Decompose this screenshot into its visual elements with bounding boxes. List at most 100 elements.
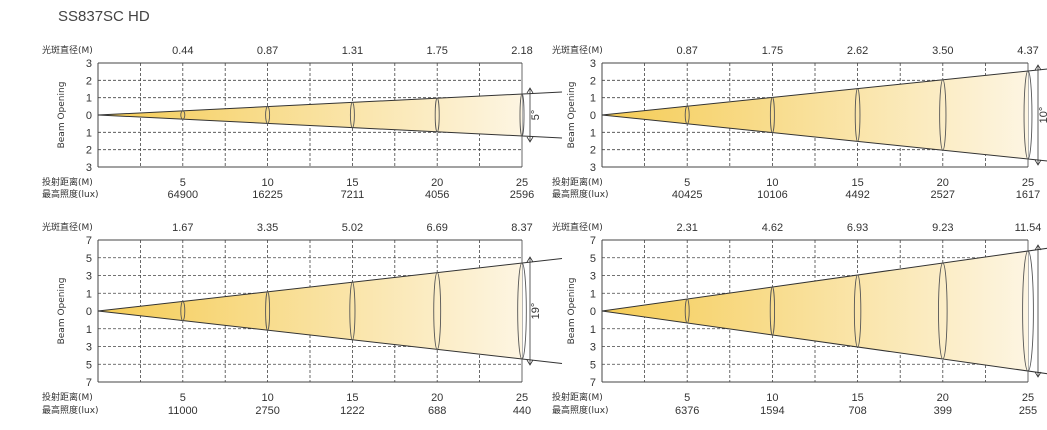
y-tick-label: 5 [590, 359, 596, 371]
distance-value: 5 [684, 392, 690, 404]
diameter-value: 2.18 [511, 45, 532, 57]
beam-edge-top [601, 247, 1047, 312]
beam-cross-section [1023, 70, 1033, 160]
distance-value: 15 [851, 177, 863, 189]
illuminance-value: 688 [428, 405, 446, 417]
y-tick-label: 0 [86, 110, 92, 122]
illuminance-label: 最高照度(lux) [42, 404, 99, 416]
y-tick-label: 3 [86, 162, 92, 174]
diameter-value: 3.50 [932, 45, 953, 57]
illuminance-value: 440 [513, 405, 531, 417]
beam-cross-section [434, 97, 440, 133]
illuminance-value: 399 [934, 405, 952, 417]
beam-cross-section [939, 79, 947, 151]
beam-cross-section [769, 96, 775, 134]
diameter-value: 3.35 [257, 222, 278, 234]
beam-edge-bottom [601, 310, 1047, 375]
beam-edge-bottom [97, 114, 563, 139]
y-tick-label: 2 [590, 75, 596, 87]
distance-value: 5 [180, 177, 186, 189]
illuminance-value: 1222 [340, 405, 364, 417]
distance-value: 20 [937, 392, 949, 404]
beam-cross-section [684, 298, 690, 324]
diameter-value: 8.37 [511, 222, 532, 234]
beam-edge-bottom [97, 310, 563, 365]
beam-cross-section [769, 286, 776, 336]
diameter-value: 1.75 [426, 45, 447, 57]
distance-value: 15 [346, 392, 358, 404]
beam-edge-top [97, 257, 563, 312]
diameter-label: 光斑直径(M) [42, 44, 93, 56]
distance-value: 5 [684, 177, 690, 189]
illuminance-value: 6376 [675, 405, 699, 417]
y-tick-label: 1 [86, 324, 92, 336]
y-tick-label: 2 [590, 145, 596, 157]
beam-cross-section [853, 274, 862, 348]
illuminance-label: 最高照度(lux) [42, 188, 99, 200]
beam-cross-section [433, 272, 442, 350]
y-tick-label: 1 [86, 288, 92, 300]
y-tick-label: 3 [86, 58, 92, 70]
diameter-label: 光斑直径(M) [552, 44, 603, 56]
beam-edge-bottom [601, 114, 1047, 162]
beam-fill [602, 71, 1028, 159]
page-title: SS837SC HD [58, 8, 150, 25]
distance-value: 20 [431, 177, 443, 189]
distance-value: 25 [516, 392, 528, 404]
distance-value: 10 [766, 177, 778, 189]
beam-cross-section [265, 106, 271, 124]
beam-fill [98, 94, 522, 136]
beam-chart-5deg: 光斑直径(M)投射距离(M)最高照度(lux)Beam Opening32101… [42, 44, 563, 201]
illuminance-value: 4492 [845, 189, 869, 201]
illuminance-value: 64900 [168, 189, 199, 201]
diameter-value: 1.67 [172, 222, 193, 234]
diameter-value: 1.75 [762, 45, 783, 57]
distance-value: 20 [431, 392, 443, 404]
y-tick-label: 1 [86, 127, 92, 139]
y-tick-label: 1 [590, 324, 596, 336]
y-tick-label: 1 [590, 288, 596, 300]
beam-cross-section [349, 101, 355, 129]
y-tick-label: 7 [590, 235, 596, 247]
distance-value: 20 [937, 177, 949, 189]
angle-arrowhead-bottom [526, 359, 534, 366]
diameter-value: 5.02 [342, 222, 363, 234]
beam-edge-top [97, 91, 563, 116]
y-axis-label: Beam Opening [57, 278, 67, 345]
distance-value: 25 [516, 177, 528, 189]
illuminance-value: 2527 [931, 189, 955, 201]
angle-arrowhead-top [526, 87, 534, 94]
beam-chart-19deg: 光斑直径(M)投射距离(M)最高照度(lux)Beam Opening75310… [42, 221, 563, 417]
illuminance-value: 10106 [757, 189, 788, 201]
y-tick-label: 7 [590, 377, 596, 389]
y-tick-label: 5 [86, 253, 92, 265]
y-tick-label: 3 [590, 58, 596, 70]
diameter-value: 11.54 [1015, 222, 1042, 234]
illuminance-value: 2596 [510, 189, 534, 201]
y-tick-label: 1 [86, 93, 92, 105]
diameter-value: 4.62 [762, 222, 783, 234]
beam-cross-section [349, 281, 356, 341]
y-axis-label: Beam Opening [57, 82, 67, 149]
beam-angle-label: 5° [530, 110, 542, 121]
beam-cross-section [265, 291, 271, 331]
illuminance-value: 2750 [255, 405, 279, 417]
angle-arrowhead-top [1034, 64, 1042, 71]
distance-label: 投射距离(M) [552, 176, 603, 188]
beam-chart-10deg: 光斑直径(M)投射距离(M)最高照度(lux)Beam Opening32101… [552, 44, 1047, 201]
diameter-value: 6.93 [847, 222, 868, 234]
illuminance-label: 最高照度(lux) [552, 404, 609, 416]
y-tick-label: 2 [86, 145, 92, 157]
diameter-label: 光斑直径(M) [42, 221, 93, 233]
y-tick-label: 5 [590, 253, 596, 265]
beam-cross-section [1022, 250, 1034, 372]
beam-fill [98, 263, 522, 359]
y-axis-label: Beam Opening [567, 82, 577, 149]
illuminance-label: 最高照度(lux) [552, 188, 609, 200]
diameter-value: 2.62 [847, 45, 868, 57]
beam-edge-top [601, 68, 1047, 116]
distance-value: 10 [261, 392, 273, 404]
illuminance-value: 1594 [760, 405, 784, 417]
distance-value: 10 [766, 392, 778, 404]
distance-value: 25 [1022, 392, 1034, 404]
